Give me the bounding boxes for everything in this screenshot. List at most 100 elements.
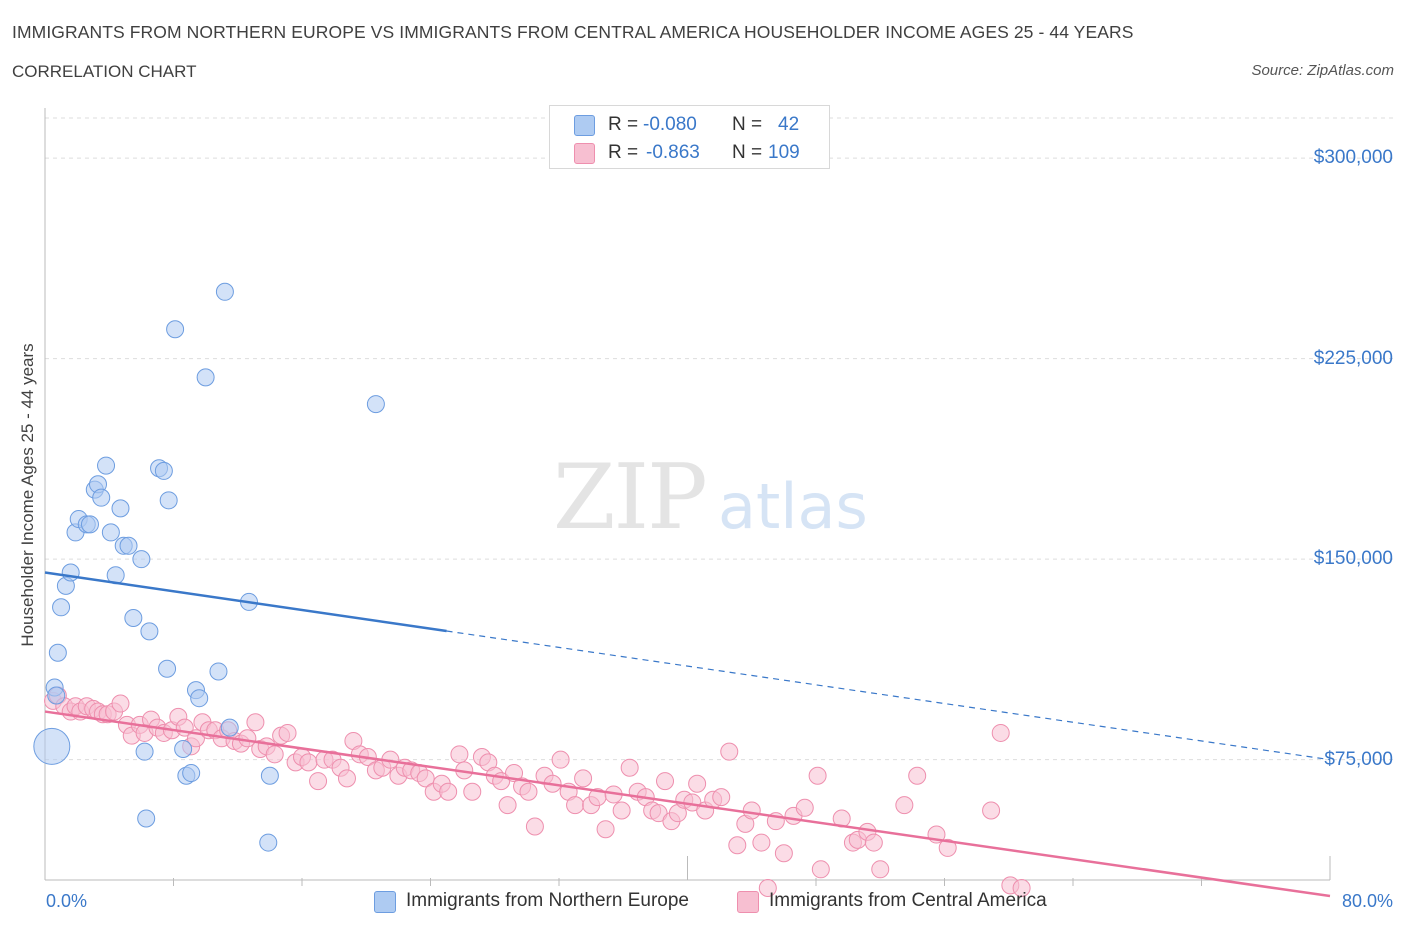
trend-line-northern-europe-extension	[446, 630, 1331, 761]
point-central-america	[416, 769, 435, 788]
point-central-america	[620, 758, 639, 777]
point-central-america	[450, 745, 469, 764]
r-value: -0.080	[643, 114, 697, 135]
point-northern-europe	[209, 662, 228, 681]
point-central-america	[752, 833, 771, 852]
point-central-america	[649, 804, 668, 823]
point-northern-europe	[52, 598, 71, 617]
point-northern-europe	[159, 491, 178, 510]
point-central-america	[265, 745, 284, 764]
point-northern-europe	[220, 718, 239, 737]
point-central-america	[439, 782, 458, 801]
point-northern-europe	[48, 643, 67, 662]
point-central-america	[1012, 879, 1031, 898]
point-northern-europe	[140, 622, 159, 641]
point-central-america	[309, 772, 328, 791]
point-northern-europe	[215, 282, 234, 301]
point-northern-europe	[260, 766, 279, 785]
point-central-america	[895, 796, 914, 815]
point-northern-europe	[101, 523, 120, 542]
point-central-america	[566, 796, 585, 815]
point-central-america	[337, 769, 356, 788]
source-label: Source: ZipAtlas.com	[1251, 62, 1394, 79]
point-northern-europe	[154, 461, 173, 480]
r-label: R =	[608, 114, 639, 135]
point-central-america	[938, 838, 957, 857]
series-central-america	[44, 686, 1031, 898]
point-central-america	[808, 766, 827, 785]
point-central-america	[991, 723, 1010, 742]
point-central-america	[871, 860, 890, 879]
point-central-america	[596, 820, 615, 839]
point-northern-europe	[166, 320, 185, 339]
series-northern-europe	[33, 282, 385, 852]
point-central-america	[982, 801, 1001, 820]
blue-swatch	[374, 891, 396, 913]
point-northern-europe	[182, 764, 201, 783]
point-central-america	[525, 817, 544, 836]
n-value: 109	[768, 142, 800, 163]
n-value: 42	[778, 114, 800, 135]
point-northern-europe	[190, 689, 209, 708]
n-label: N =	[732, 142, 763, 163]
point-northern-europe	[97, 456, 116, 475]
y-tick-label: $225,000	[1313, 347, 1393, 369]
point-central-america	[795, 798, 814, 817]
chart-subtitle: CORRELATION CHART	[12, 62, 197, 81]
point-northern-europe	[158, 659, 177, 678]
point-central-america	[656, 772, 675, 791]
point-central-america	[246, 713, 265, 732]
x-tick-label-min: 0.0%	[46, 891, 88, 911]
legend-label: Immigrants from Central America	[769, 890, 1047, 911]
point-central-america	[774, 844, 793, 863]
pink-swatch	[737, 891, 759, 913]
point-northern-europe	[366, 395, 385, 414]
point-northern-europe	[61, 563, 80, 582]
point-central-america	[758, 879, 777, 898]
point-northern-europe	[196, 368, 215, 387]
trend-line-central-america	[44, 710, 1331, 898]
point-central-america	[908, 766, 927, 785]
r-label: R =	[608, 142, 639, 163]
point-central-america	[811, 860, 830, 879]
n-label: N =	[732, 114, 763, 135]
point-central-america	[278, 723, 297, 742]
y-tick-label: $150,000	[1313, 548, 1393, 570]
point-northern-europe	[137, 809, 156, 828]
point-northern-europe	[92, 488, 111, 507]
point-northern-europe	[124, 608, 143, 627]
point-northern-europe	[47, 686, 66, 705]
point-central-america	[519, 782, 538, 801]
legend-label: Immigrants from Northern Europe	[406, 890, 689, 911]
point-northern-europe	[33, 727, 71, 765]
trend-line-northern-europe	[44, 571, 447, 633]
y-tick-label: $75,000	[1324, 748, 1393, 770]
point-northern-europe	[259, 833, 278, 852]
point-central-america	[728, 836, 747, 855]
y-axis-label: Householder Income Ages 25 - 44 years	[18, 343, 37, 647]
point-central-america	[463, 782, 482, 801]
point-central-america	[574, 769, 593, 788]
point-central-america	[498, 796, 517, 815]
stats-legend: R = -0.080 N = 42 R = -0.863 N = 109	[549, 105, 830, 169]
watermark: ZIP atlas	[553, 445, 868, 550]
blue-swatch	[574, 115, 595, 136]
point-central-america	[551, 750, 570, 769]
point-central-america	[111, 694, 130, 713]
pink-swatch	[574, 143, 595, 164]
point-northern-europe	[80, 515, 99, 534]
trend-lines	[44, 571, 1331, 898]
chart-title: IMMIGRANTS FROM NORTHERN EUROPE VS IMMIG…	[12, 22, 1134, 42]
point-central-america	[864, 833, 883, 852]
x-tick-label-max: 80.0%	[1341, 891, 1393, 911]
watermark-atlas: atlas	[718, 470, 868, 543]
point-northern-europe	[119, 536, 138, 555]
point-northern-europe	[174, 739, 193, 758]
point-northern-europe	[135, 742, 154, 761]
point-central-america	[720, 742, 739, 761]
r-value: -0.863	[646, 142, 700, 163]
grid-layer	[45, 117, 1395, 761]
point-northern-europe	[132, 550, 151, 569]
point-central-america	[299, 753, 318, 772]
point-central-america	[742, 801, 761, 820]
